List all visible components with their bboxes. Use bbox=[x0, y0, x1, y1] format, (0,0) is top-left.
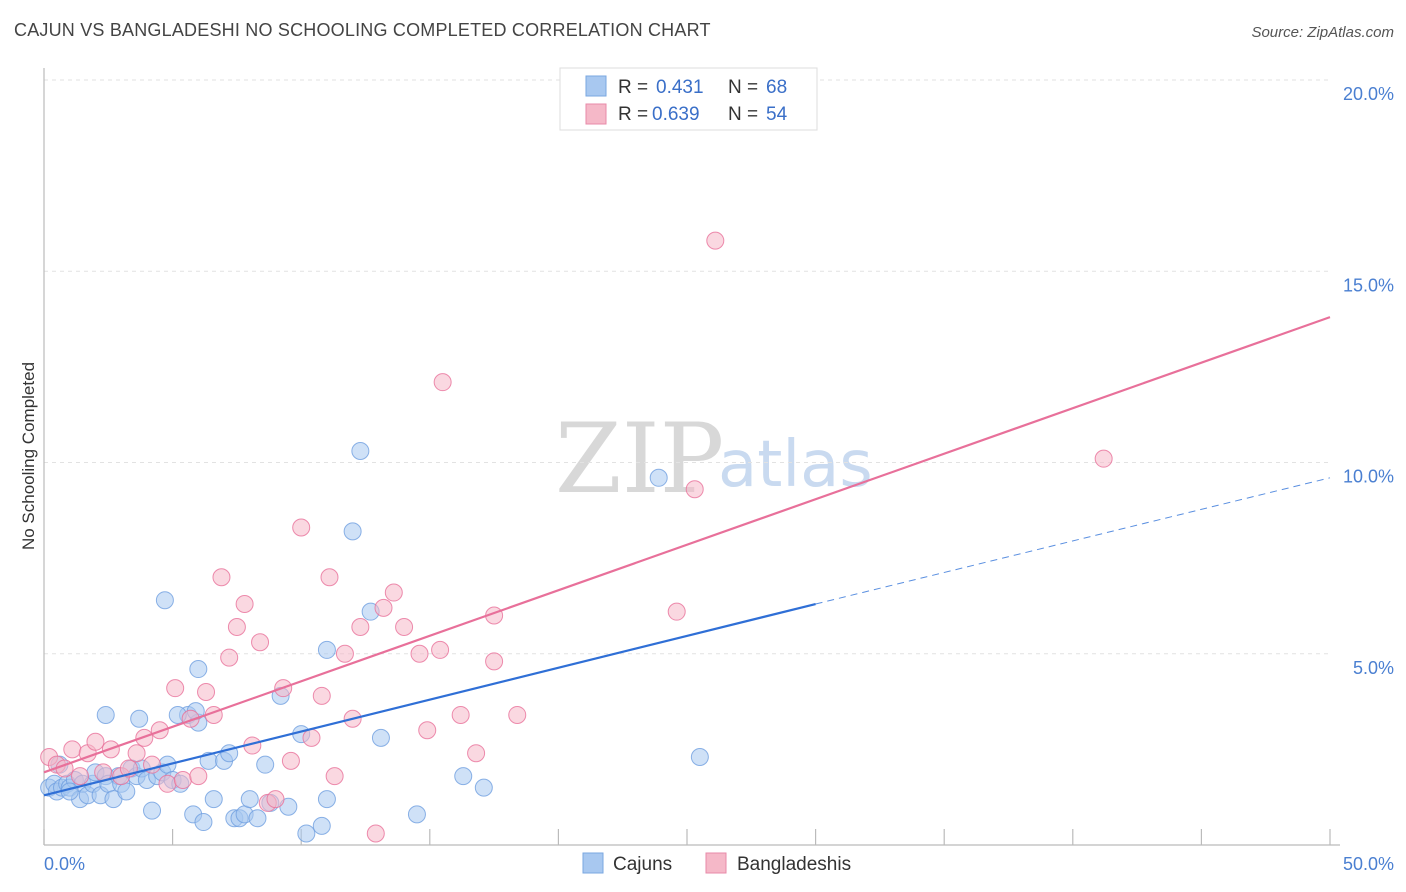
bangladeshi-point bbox=[197, 683, 216, 701]
cajun-point bbox=[189, 660, 208, 679]
legend-r-value: 0.431 bbox=[656, 77, 704, 98]
legend-swatch-cajun bbox=[585, 75, 607, 97]
cajun-point bbox=[240, 790, 259, 809]
cajun-point bbox=[130, 709, 149, 728]
bangladeshi-trend-line bbox=[43, 316, 1331, 774]
y-tick-label: 15.0% bbox=[1343, 275, 1394, 295]
cajun-point bbox=[343, 522, 362, 541]
bangladeshi-point bbox=[418, 721, 437, 740]
cajun-point bbox=[96, 705, 115, 724]
bangladeshi-point bbox=[281, 751, 300, 770]
legend-r-value: 0.639 bbox=[652, 104, 700, 125]
bangladeshi-point bbox=[320, 568, 339, 587]
bangladeshi-points bbox=[40, 231, 1113, 843]
cajun-point bbox=[351, 442, 370, 461]
bangladeshi-point bbox=[1094, 449, 1113, 468]
cajun-point bbox=[155, 591, 174, 610]
bangladeshi-point bbox=[292, 518, 311, 537]
y-axis-label: No Schooling Completed bbox=[19, 362, 38, 550]
bangladeshi-point bbox=[508, 705, 527, 724]
bangladeshi-point bbox=[189, 767, 208, 786]
cajun-point bbox=[204, 790, 223, 809]
cajun-point bbox=[297, 824, 316, 843]
legend-r-label: R = bbox=[618, 104, 648, 125]
cajun-point bbox=[371, 728, 390, 747]
bangladeshi-point bbox=[71, 767, 90, 786]
bangladeshi-point bbox=[366, 824, 385, 843]
cajun-point bbox=[248, 809, 267, 828]
bangladeshi-point bbox=[451, 705, 470, 724]
bangladeshi-point bbox=[127, 744, 146, 763]
bangladeshi-point bbox=[325, 767, 344, 786]
bangladeshi-point bbox=[166, 679, 185, 698]
bangladeshi-point bbox=[227, 617, 246, 636]
cajun-point bbox=[143, 801, 162, 820]
legend-swatch-bangladeshi bbox=[585, 103, 607, 125]
cajun-point bbox=[474, 778, 493, 797]
bangladeshi-point bbox=[63, 740, 82, 759]
bangladeshi-point bbox=[706, 231, 725, 250]
cajun-point bbox=[194, 813, 213, 832]
bangladeshi-point bbox=[220, 648, 239, 667]
x-tick-label-min: 0.0% bbox=[44, 854, 85, 874]
bangladeshi-point bbox=[374, 598, 393, 617]
bangladeshi-point bbox=[433, 373, 452, 392]
bangladeshi-point bbox=[485, 652, 504, 671]
watermark-zip: ZIP bbox=[555, 403, 724, 515]
y-tick-label: 10.0% bbox=[1343, 467, 1394, 487]
cajun-point bbox=[649, 468, 668, 487]
legend-n-value: 68 bbox=[766, 77, 787, 98]
bottom-legend: Cajuns Bangladeshis bbox=[582, 852, 851, 875]
bangladeshi-point bbox=[685, 480, 704, 499]
bangladeshi-point bbox=[351, 617, 370, 636]
bangladeshi-point bbox=[251, 633, 270, 652]
bangladeshi-point bbox=[302, 728, 321, 747]
bangladeshi-point bbox=[158, 774, 177, 793]
watermark-atlas: atlas bbox=[718, 428, 873, 502]
bangladeshi-point bbox=[173, 770, 192, 789]
bangladeshi-point bbox=[235, 595, 254, 614]
bangladeshi-point bbox=[667, 602, 686, 621]
cajun-point bbox=[317, 790, 336, 809]
y-tick-label: 20.0% bbox=[1343, 84, 1394, 104]
cajun-point bbox=[407, 805, 426, 824]
legend-n-label: N = bbox=[728, 77, 758, 98]
bangladeshi-point bbox=[86, 732, 105, 751]
cajun-point bbox=[454, 767, 473, 786]
legend-n-value: 54 bbox=[766, 104, 788, 125]
cajun-trend-line bbox=[43, 602, 816, 797]
bangladeshi-point bbox=[410, 644, 429, 663]
bottom-legend-label-cajun: Cajuns bbox=[613, 854, 672, 875]
bottom-legend-label-bangladeshi: Bangladeshis bbox=[737, 854, 851, 875]
bangladeshi-point bbox=[212, 568, 231, 587]
gridlines bbox=[44, 79, 1330, 655]
x-axis-ticks bbox=[43, 829, 1331, 845]
axes bbox=[43, 68, 1340, 846]
cajun-point bbox=[317, 640, 336, 659]
cajun-point bbox=[690, 748, 709, 767]
bangladeshi-point bbox=[395, 617, 414, 636]
y-tick-label: 5.0% bbox=[1353, 658, 1394, 678]
cajun-point bbox=[256, 755, 275, 774]
bottom-legend-swatch-bangladeshi bbox=[705, 852, 727, 874]
bangladeshi-point bbox=[384, 583, 403, 602]
bangladeshi-point bbox=[467, 744, 486, 763]
legend-r-label: R = bbox=[618, 77, 648, 98]
source-label: Source: ZipAtlas.com bbox=[1251, 24, 1394, 41]
legend: R = 0.431 N = 68 R = 0.639 N = 54 bbox=[559, 67, 818, 131]
bangladeshi-point bbox=[335, 644, 354, 663]
y-axis-ticks: 5.0% 10.0% 15.0% 20.0% bbox=[1343, 84, 1394, 678]
legend-n-label: N = bbox=[728, 104, 758, 125]
bottom-legend-swatch-cajun bbox=[582, 852, 604, 874]
cajun-point bbox=[117, 782, 136, 801]
bangladeshi-point bbox=[266, 790, 285, 809]
trend-lines bbox=[43, 316, 1331, 797]
chart-title: CAJUN VS BANGLADESHI NO SCHOOLING COMPLE… bbox=[14, 20, 711, 40]
bangladeshi-point bbox=[312, 686, 331, 705]
bangladeshi-point bbox=[431, 640, 450, 659]
cajun-trend-extension bbox=[815, 477, 1331, 605]
cajun-point bbox=[312, 816, 331, 835]
x-tick-label-max: 50.0% bbox=[1343, 854, 1394, 874]
